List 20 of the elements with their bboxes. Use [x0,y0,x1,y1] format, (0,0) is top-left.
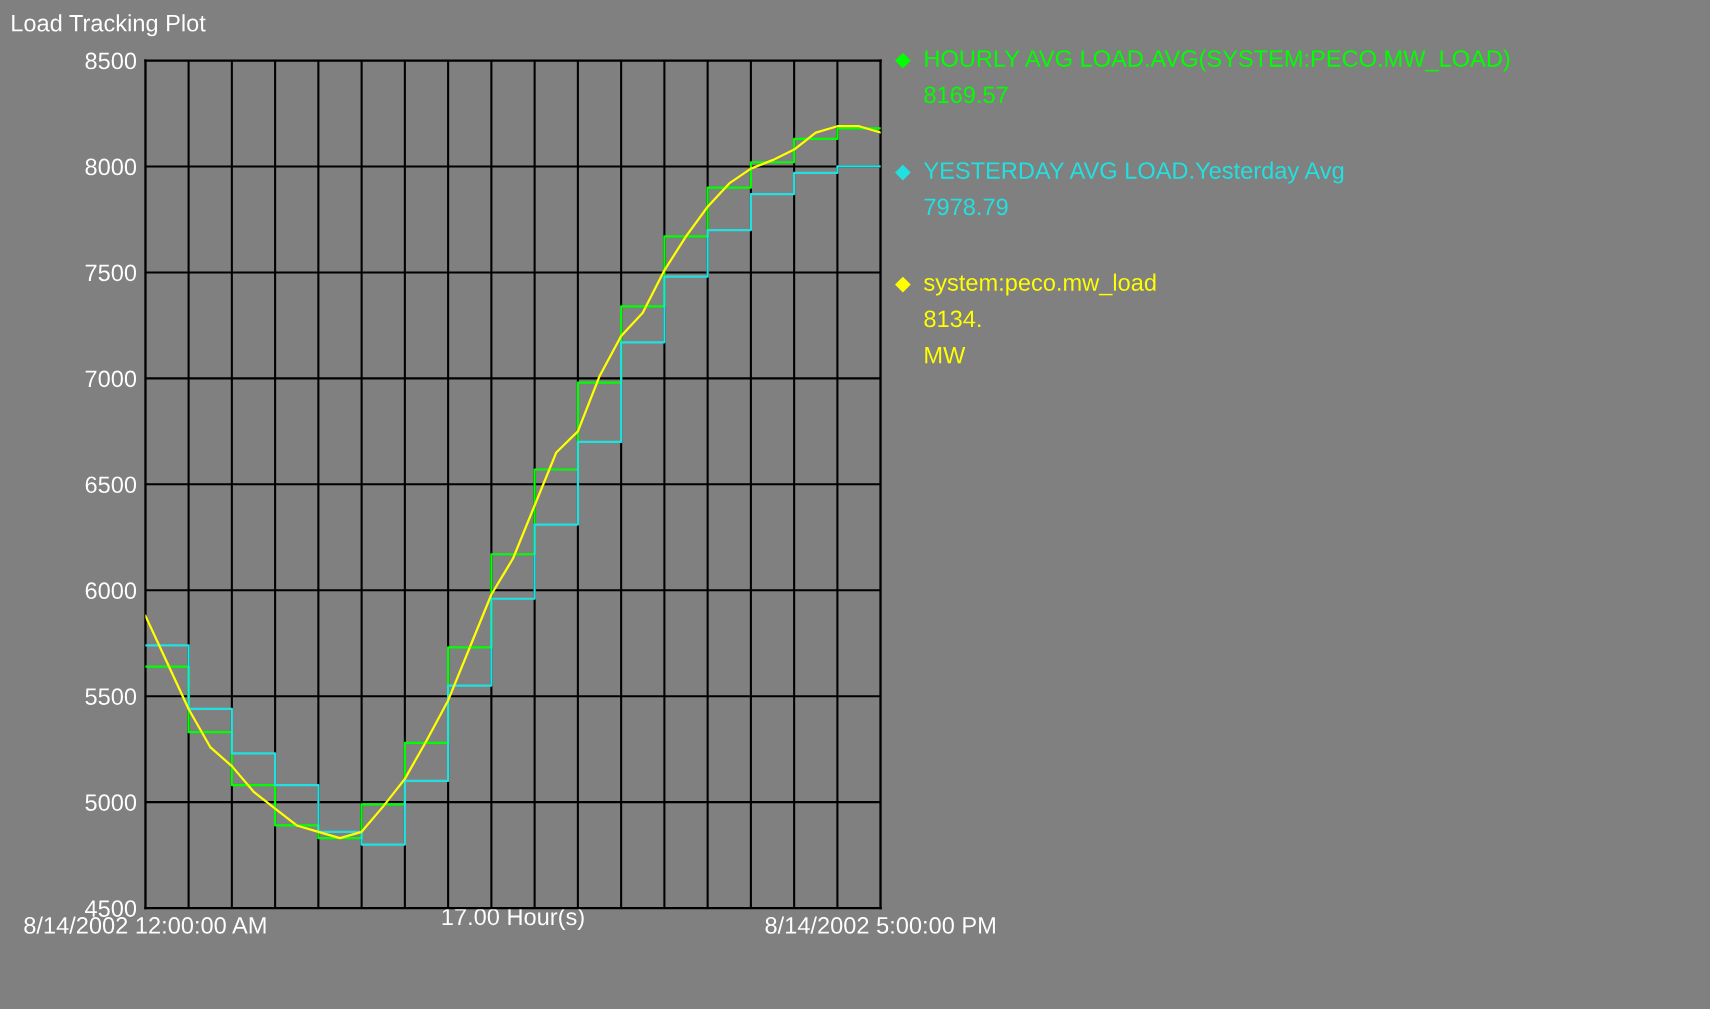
x-axis-title: 17.00 Hour(s) [442,907,584,930]
legend-label: YESTERDAY AVG LOAD.Yesterday Avg [923,161,1344,184]
y-tick-label: 7500 [85,264,137,282]
text: MW [925,347,966,364]
y-tick-label: 8500 [85,52,137,70]
y-tick-label: 5500 [85,688,137,705]
y-tick-label: 6500 [85,476,137,494]
chart-title: Load Tracking Plot [12,14,206,37]
legend-label: HOURLY AVG LOAD.AVG(SYSTEM:PECO.MW_LOAD) [925,49,1510,72]
legend-label: system:peco.mw_load [924,273,1156,296]
text: 8169.57 [924,86,1008,104]
y-tick-label: 7000 [85,370,137,388]
x-tick-label: 8/14/2002 12:00:00 AM [24,916,266,934]
text: 8134. [924,310,981,328]
text: 7978.79 [924,198,1008,216]
y-tick-label: 6000 [85,582,137,600]
y-tick-label: 4500 [85,900,137,917]
y-tick-label: 5000 [85,794,137,811]
y-tick-label: 8000 [85,158,137,176]
x-tick-label: 8/14/2002 5:00:00 PM [765,916,995,934]
